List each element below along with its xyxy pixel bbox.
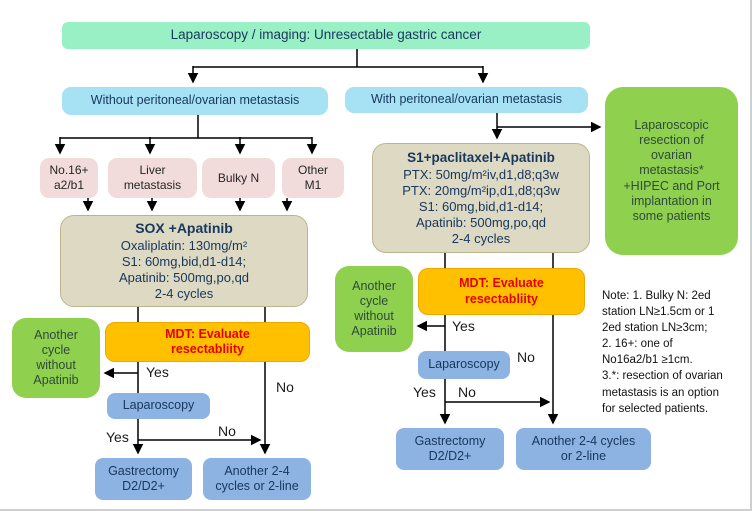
another-cycles-left-node: Another 2-4 cycles or 2-line xyxy=(203,458,311,500)
no-label-right-mdt: No xyxy=(517,349,535,365)
condition-otherm1-node: Other M1 xyxy=(282,158,344,198)
ovarian-resection-node: Laparoscopic resection of ovarian metast… xyxy=(605,87,738,255)
mdt-right-node: MDT: Evaluate resectabliity xyxy=(418,268,585,315)
gastrectomy-left-node: Gastrectomy D2/D2+ xyxy=(95,458,192,500)
sox-regimen-node: SOX +Apatinib Oxaliplatin: 130mg/m² S1: … xyxy=(60,215,308,307)
sox-regimen-details: Oxaliplatin: 130mg/m² S1: 60mg,bid,d1-d1… xyxy=(118,238,250,301)
yes-label-right-laparoscopy: Yes xyxy=(413,384,436,400)
laparoscopy-left-node: Laparoscopy xyxy=(107,393,210,419)
yes-label-left-mdt: Yes xyxy=(146,364,169,380)
footnote-text: Note: 1. Bulky N: 2ed station LN≥1.5cm o… xyxy=(602,290,723,415)
laparoscopy-right-node: Laparoscopy xyxy=(418,351,510,379)
s1-regimen-details: PTX: 50mg/m²iv,d1,d8;q3w PTX: 20mg/m²ip,… xyxy=(402,167,560,246)
yes-label-left-laparoscopy: Yes xyxy=(106,429,129,445)
no-label-left-mdt: No xyxy=(276,379,294,395)
s1-regimen-title: S1+paclitaxel+Apatinib xyxy=(407,149,555,165)
condition-liver-node: Liver metastasis xyxy=(108,158,197,198)
sox-regimen-title: SOX +Apatinib xyxy=(135,220,233,237)
another-cycle-right-node: Another cycle without Apatinib xyxy=(335,266,413,352)
condition-bulky-node: Bulky N xyxy=(202,158,275,198)
yes-label-right-mdt: Yes xyxy=(452,318,475,334)
another-cycle-left-node: Another cycle without Apatinib xyxy=(12,318,100,398)
root-node: Laparoscopy / imaging: Unresectable gast… xyxy=(62,22,590,49)
s1-regimen-node: S1+paclitaxel+Apatinib PTX: 50mg/m²iv,d1… xyxy=(372,143,590,253)
another-cycles-right-node: Another 2-4 cycles or 2-line xyxy=(516,428,651,470)
no-label-left-laparoscopy: No xyxy=(218,423,236,439)
without-metastasis-node: Without peritoneal/ovarian metastasis xyxy=(62,87,328,115)
mdt-left-node: MDT: Evaluate resectabliity xyxy=(105,322,310,362)
with-metastasis-node: With peritoneal/ovarian metastasis xyxy=(345,87,588,113)
no-label-right-laparoscopy: No xyxy=(458,384,476,400)
condition-no16-node: No.16+ a2/b1 xyxy=(40,158,98,198)
gastrectomy-right-node: Gastrectomy D2/D2+ xyxy=(396,428,504,470)
